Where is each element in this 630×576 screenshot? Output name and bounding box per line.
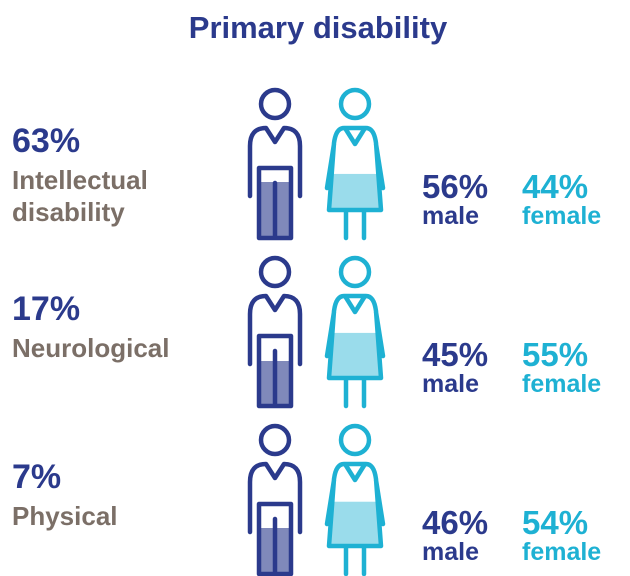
male-label: male: [422, 538, 479, 566]
female-value: 55%: [522, 336, 588, 373]
category-label-box: Physical: [12, 501, 118, 531]
male-head: [258, 87, 292, 121]
female-head: [338, 255, 372, 289]
male-body: [247, 293, 303, 409]
chart-title: Primary disability: [189, 10, 448, 45]
female-head: [338, 87, 372, 121]
female-fill: [329, 173, 381, 210]
female-fill: [329, 332, 381, 378]
female-label: female: [522, 202, 601, 230]
female-body: [324, 293, 386, 409]
category-value: 63%: [12, 122, 80, 160]
category-label-box: Intellectual disability: [12, 165, 148, 227]
female-value: 54%: [522, 504, 588, 541]
male-head: [258, 255, 292, 289]
male-body: [247, 461, 303, 576]
male-label: male: [422, 202, 479, 230]
female-head: [338, 423, 372, 457]
male-label: male: [422, 370, 479, 398]
male-value: 45%: [422, 336, 488, 373]
female-body: [324, 125, 386, 241]
male-body: [247, 125, 303, 241]
category-label: Physical: [12, 501, 118, 531]
category-label-box: Neurological: [12, 333, 170, 363]
female-label: female: [522, 370, 601, 398]
male-value: 56%: [422, 168, 488, 205]
female-value: 44%: [522, 168, 588, 205]
male-value: 46%: [422, 504, 488, 541]
category-value: 7%: [12, 458, 61, 496]
female-fill: [329, 501, 381, 546]
female-label: female: [522, 538, 601, 566]
category-label: Intellectual disability: [12, 165, 148, 227]
female-body: [324, 461, 386, 576]
male-head: [258, 423, 292, 457]
category-label: Neurological: [12, 333, 170, 363]
category-value: 17%: [12, 290, 80, 328]
